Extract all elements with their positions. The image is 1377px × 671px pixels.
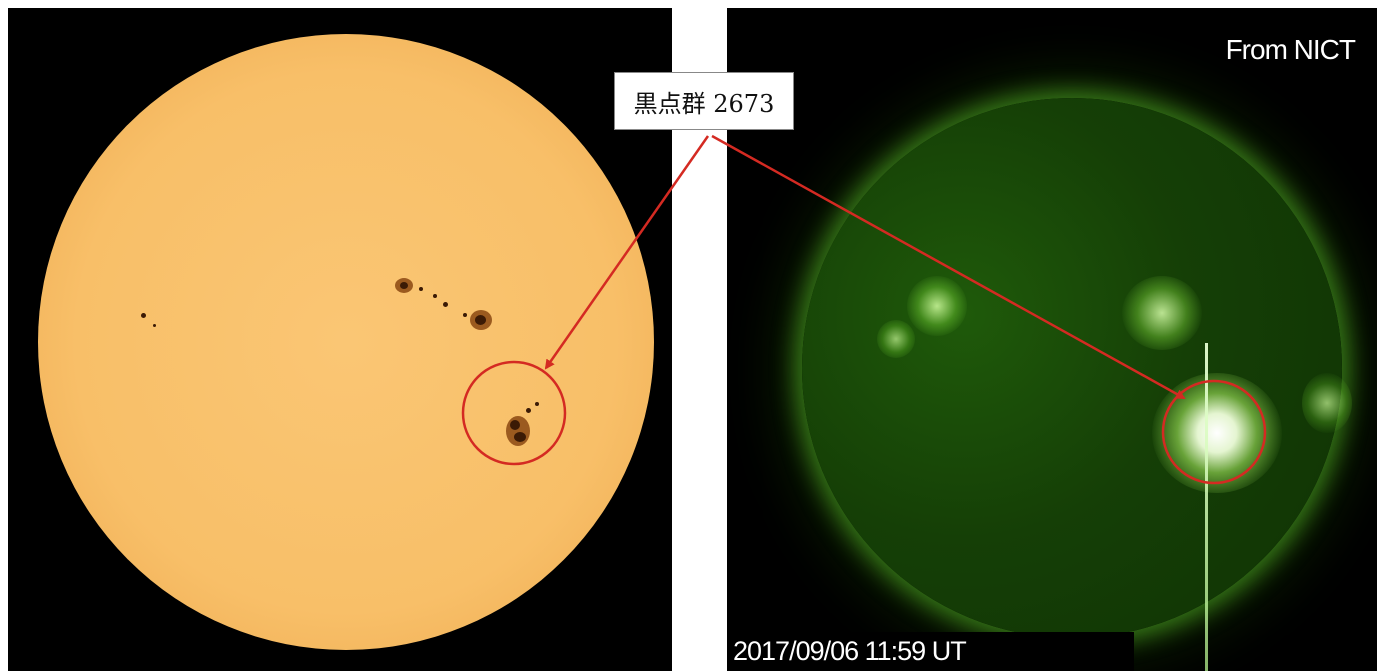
sunspot (463, 313, 467, 317)
ccd-bleed-streak (1205, 343, 1208, 671)
sunspot-group-label: 黒点群 2673 (614, 72, 794, 130)
sunspot-2673 (526, 408, 531, 413)
visible-light-panel (8, 8, 672, 671)
timestamp-bar: 2017/09/06 11:59 UT (727, 632, 1134, 671)
sunspot (141, 313, 146, 318)
visible-light-sun-disk (38, 34, 654, 650)
euv-sun-disk (802, 98, 1342, 638)
limb-glow (1302, 373, 1352, 433)
active-region-glow (1122, 276, 1202, 350)
active-region-glow (907, 276, 967, 336)
sunspot-2673 (510, 420, 520, 430)
flare-glow (1152, 373, 1282, 493)
sunspot (419, 287, 423, 291)
sunspot (400, 282, 408, 289)
credit-text: From NICT (1226, 34, 1355, 66)
sunspot-2673 (514, 432, 526, 442)
sunspot (443, 302, 448, 307)
timestamp-text: 2017/09/06 11:59 UT (733, 636, 966, 667)
sunspot (433, 294, 437, 298)
euv-panel: From NICT (727, 8, 1377, 671)
sunspot (153, 324, 156, 327)
sunspot-2673 (535, 402, 539, 406)
sunspot (475, 315, 486, 325)
active-region-glow (877, 320, 915, 358)
